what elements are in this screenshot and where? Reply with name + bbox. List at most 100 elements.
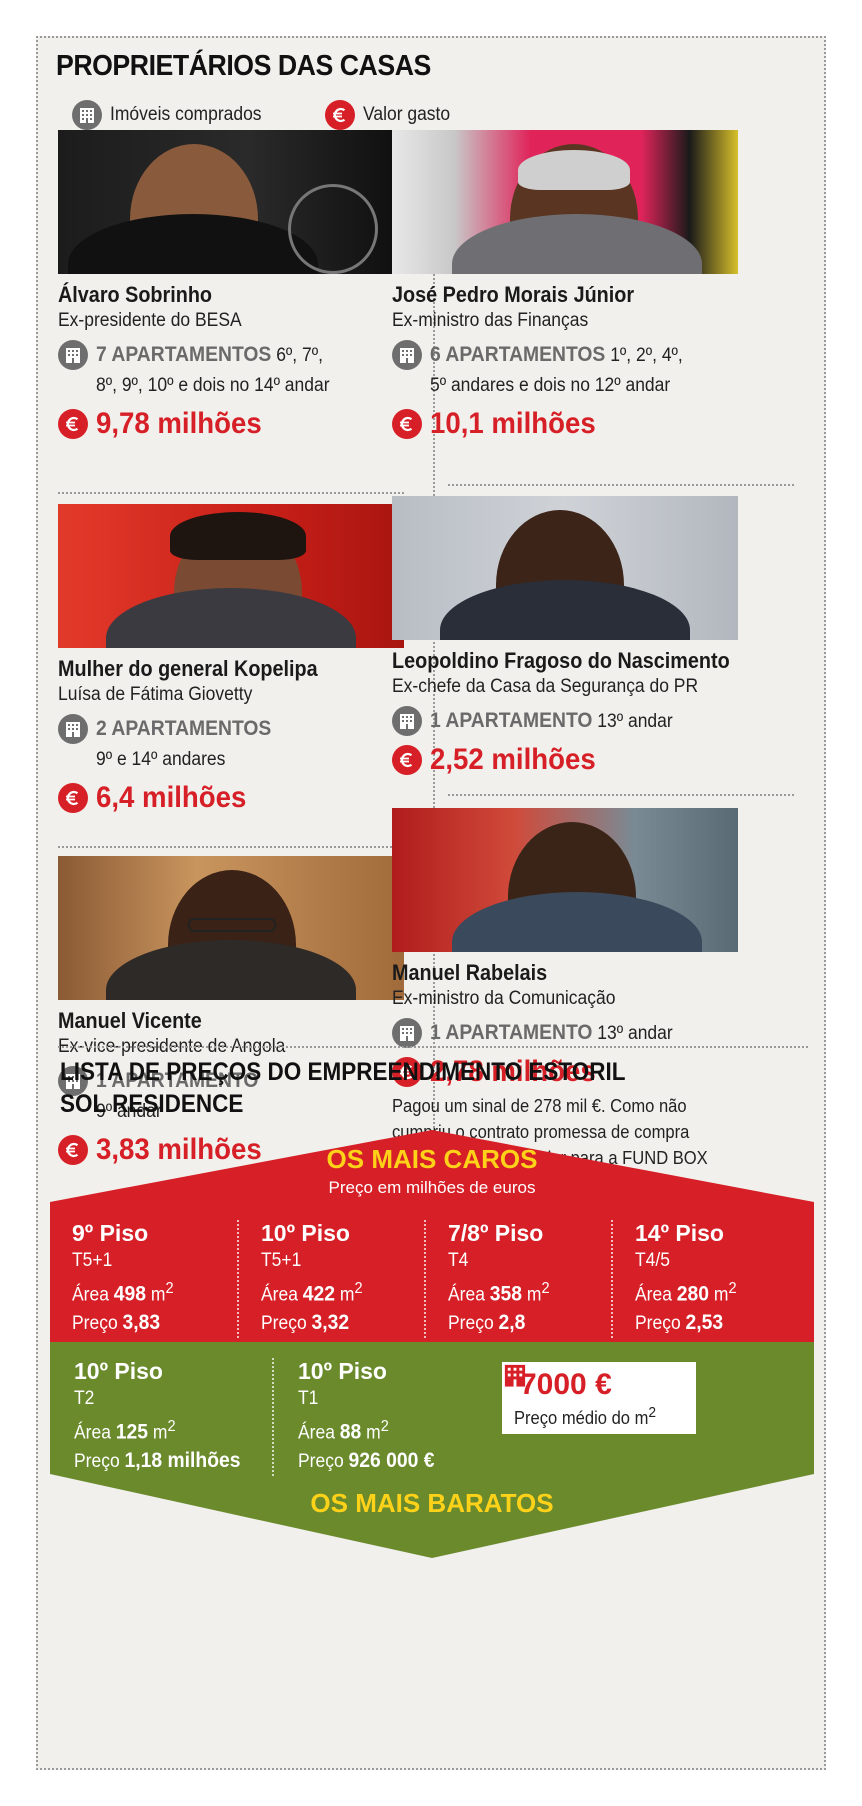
euro-icon [392, 409, 422, 439]
cheapest-panel: 10º Piso T2 Área 125 m2 Preço 1,18 milhõ… [50, 1342, 814, 1558]
floor-card: 14º Piso T4/5 Área 280 m2 Preço 2,53 [611, 1220, 798, 1339]
owner-card: Manuel Rabelais Ex-ministro da Comunicaç… [392, 808, 738, 1171]
euro-icon [392, 745, 422, 775]
note-line: Pagou um sinal de 278 mil €. Como não [392, 1096, 687, 1116]
owner-card: Mulher do general Kopelipa Luísa de Fáti… [58, 504, 404, 815]
apartment-count: 1 APARTAMENTO [430, 709, 593, 732]
floor-price: Preço 926 000 € [298, 1449, 435, 1473]
owner-apartments: 1 APARTAMENTO 9º andar [96, 1066, 258, 1127]
legend-spent: Valor gasto [324, 100, 458, 130]
floor-label: 9º Piso [72, 1220, 149, 1246]
row-divider [448, 484, 794, 486]
price-list-title-line: LISTA DE PREÇOS DO EMPREENDIMENTO ESTORI… [60, 1058, 626, 1086]
floor-type: T4/5 [635, 1250, 670, 1271]
building-icon [58, 340, 88, 370]
euro-icon [324, 100, 355, 130]
floor-type: T5+1 [261, 1250, 302, 1271]
owner-apartments: 7 APARTAMENTOS 6º, 7º, 8º, 9º, 10º e doi… [96, 340, 330, 401]
owner-value: 6,4 milhões [96, 781, 247, 814]
owner-role: Ex-presidente do BESA [58, 310, 242, 331]
row-divider [58, 492, 404, 494]
floor-card: 7/8º Piso T4 Área 358 m2 Preço 2,8 [424, 1220, 611, 1339]
apartment-detail: 13º andar [592, 1023, 673, 1044]
owner-role: Luísa de Fátima Giovetty [58, 684, 253, 705]
most-expensive-panel: OS MAIS CAROS Preço em milhões de euros … [50, 1130, 814, 1350]
owner-name: Mulher do general Kopelipa [58, 656, 318, 681]
cheapest-title: OS MAIS BARATOS [310, 1488, 554, 1518]
floor-area: Área 358 m2 [448, 1280, 550, 1306]
floor-card: 10º Piso T5+1 Área 422 m2 Preço 3,32 [237, 1220, 424, 1339]
legend-properties-label: Imóveis comprados [110, 104, 262, 125]
floor-area: Área 88 m2 [298, 1418, 389, 1444]
owner-apartments: 1 APARTAMENTO 13º andar [430, 1018, 673, 1049]
floor-card: 10º Piso T1 Área 88 m2 Preço 926 000 € [272, 1358, 494, 1477]
floor-label: 10º Piso [298, 1358, 387, 1384]
building-icon [58, 714, 88, 744]
apartment-detail-2: 5º andares e dois no 12º andar [430, 375, 671, 396]
owner-card: Álvaro Sobrinho Ex-presidente do BESA 7 … [58, 130, 404, 441]
apartment-detail: 1º, 2º, 4º, [605, 345, 683, 366]
infographic-frame: PROPRIETÁRIOS DAS CASAS Imóveis comprado… [36, 36, 826, 1770]
apartment-detail-2: 9º e 14º andares [96, 749, 226, 770]
price-list-title-line: SOL RESIDENCE [60, 1090, 244, 1118]
floor-price: Preço 3,83 [72, 1311, 161, 1335]
legend: Imóveis comprados Valor gasto [72, 100, 507, 130]
floor-price: Preço 1,18 milhões [74, 1449, 241, 1473]
floor-price: Preço 2,53 [635, 1311, 724, 1335]
floor-price: Preço 3,32 [261, 1311, 350, 1335]
owner-value: 3,83 milhões [96, 1133, 262, 1166]
owner-photo [392, 496, 738, 640]
floor-type: T2 [74, 1388, 95, 1409]
euro-icon [58, 1135, 88, 1165]
apartment-count: 1 APARTAMENTO [430, 1021, 593, 1044]
owner-value: 10,1 milhões [430, 407, 596, 440]
owner-value: 9,78 milhões [96, 407, 262, 440]
owner-card: Manuel Vicente Ex-vice-presidente de Ang… [58, 856, 404, 1167]
owner-value: 2,78 milhões [430, 1055, 596, 1088]
owner-role: Ex-chefe da Casa da Segurança do PR [392, 676, 699, 697]
owner-photo [58, 504, 404, 648]
legend-properties: Imóveis comprados [72, 100, 275, 130]
floor-area: Área 125 m2 [74, 1418, 176, 1444]
euro-icon [58, 409, 88, 439]
owner-apartments: 6 APARTAMENTOS 1º, 2º, 4º, 5º andares e … [430, 340, 683, 401]
row-divider [58, 846, 404, 848]
apartment-count: 6 APARTAMENTOS [430, 343, 606, 366]
floor-area: Área 280 m2 [635, 1280, 737, 1306]
owner-photo [392, 808, 738, 952]
owner-apartments: 2 APARTAMENTOS 9º e 14º andares [96, 714, 271, 775]
euro-icon [58, 783, 88, 813]
main-title: PROPRIETÁRIOS DAS CASAS [56, 50, 431, 82]
average-price-box: 7000 € Preço médio do m2 [502, 1362, 696, 1434]
owner-photo [392, 130, 738, 274]
row-divider [448, 794, 794, 796]
apartment-detail-2: 8º, 9º, 10º e dois no 14º andar [96, 375, 330, 396]
apartment-count: 2 APARTAMENTOS [96, 717, 272, 740]
floor-card: 10º Piso T2 Área 125 m2 Preço 1,18 milhõ… [50, 1358, 272, 1476]
building-icon [72, 100, 102, 130]
floor-label: 7/8º Piso [448, 1220, 544, 1246]
apartment-detail-2: 9º andar [96, 1101, 162, 1122]
building-icon [58, 1066, 88, 1096]
owner-role: Ex-ministro da Comunicação [392, 988, 616, 1009]
euro-icon [392, 1057, 422, 1087]
building-icon [392, 1018, 422, 1048]
floor-label: 14º Piso [635, 1220, 724, 1246]
floor-type: T4 [448, 1250, 469, 1271]
apartment-detail: 13º andar [592, 711, 673, 732]
most-expensive-subtitle: Preço em milhões de euros [328, 1178, 536, 1197]
floor-area: Área 422 m2 [261, 1280, 363, 1306]
owner-photo [58, 130, 404, 274]
building-icon [392, 706, 422, 736]
floor-price: Preço 2,8 [448, 1311, 526, 1335]
owner-name: José Pedro Morais Júnior [392, 282, 635, 307]
section-divider [58, 1046, 808, 1048]
average-price-label: Preço médio do m2 [514, 1404, 657, 1428]
legend-spent-label: Valor gasto [362, 104, 450, 125]
owner-name: Manuel Vicente [58, 1008, 202, 1033]
apartment-detail: 6º, 7º, [271, 345, 323, 366]
floor-type: T1 [298, 1388, 319, 1409]
apartment-count: 1 APARTAMENTO [96, 1069, 259, 1092]
owner-apartments: 1 APARTAMENTO 13º andar [430, 706, 673, 737]
floor-label: 10º Piso [74, 1358, 163, 1384]
